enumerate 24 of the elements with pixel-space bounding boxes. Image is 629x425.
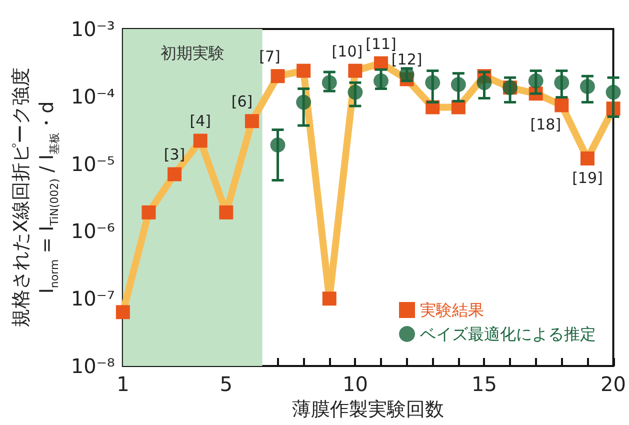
y-tick-label: 10⁻⁵ (70, 152, 115, 176)
annotation: [12] (391, 50, 422, 69)
y-tick-label: 10⁻⁷ (70, 286, 115, 311)
annotation: [4] (190, 112, 211, 130)
annotation: [7] (259, 48, 280, 66)
annotation: [3] (164, 146, 186, 164)
y-tick-label: 10⁻³ (70, 17, 115, 41)
legend-label: 実験結果 (420, 300, 484, 320)
x-tick-label: 5 (220, 372, 233, 396)
annotation: [6] (231, 92, 253, 111)
x-axis-title: 薄膜作製実験回数 (292, 398, 444, 420)
x-tick-label: 10 (342, 372, 368, 396)
annotation: [19] (572, 168, 603, 187)
y-tick-label: 10⁻⁶ (70, 219, 115, 244)
y-tick-label: 10⁻⁸ (70, 354, 115, 378)
legend-label: ベイズ最適化による推定 (420, 324, 596, 344)
annotation: [18] (530, 116, 562, 134)
annotation: [10] (332, 42, 363, 60)
x-tick-label: 20 (600, 372, 626, 396)
y-tick-label: 10⁻⁴ (70, 84, 115, 108)
x-tick-label: 1 (116, 372, 130, 396)
x-tick-label: 15 (472, 372, 497, 396)
annotation: [11] (366, 34, 396, 53)
band-label: 初期実験 (160, 44, 225, 62)
